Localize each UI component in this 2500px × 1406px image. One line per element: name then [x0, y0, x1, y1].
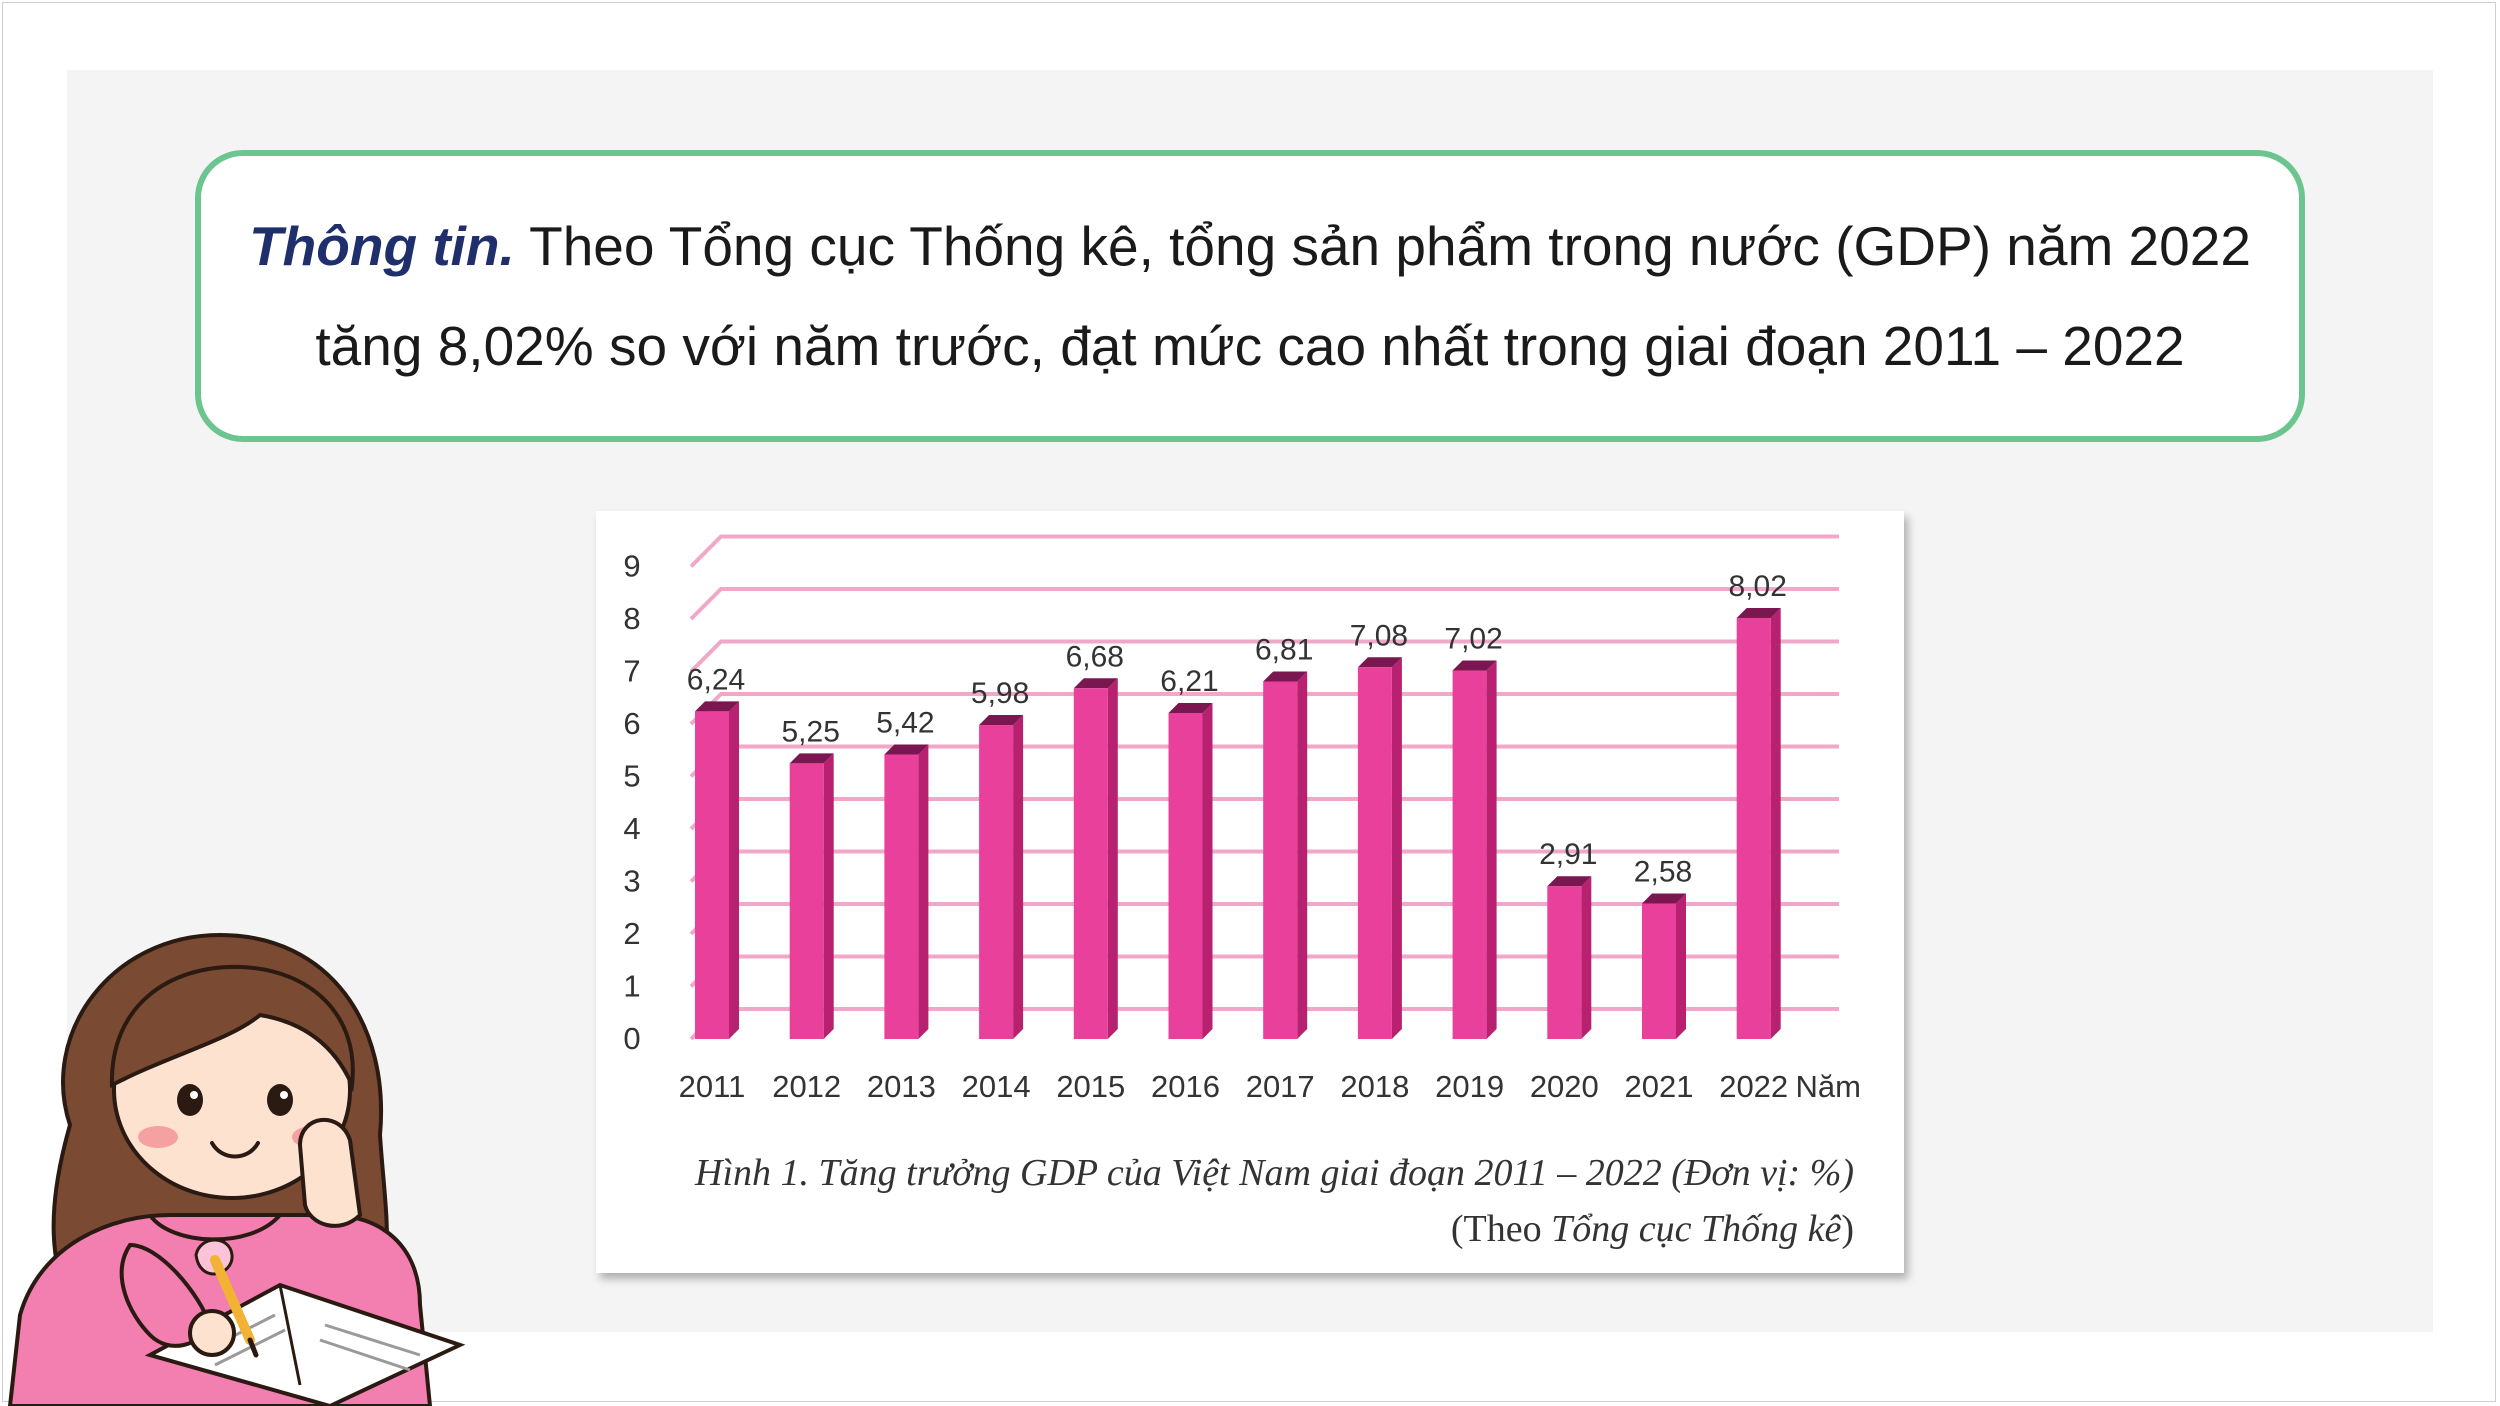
- bar-side: [1770, 607, 1781, 1039]
- bar: [1452, 670, 1487, 1039]
- bar: [979, 725, 1014, 1039]
- bar-value-label: 6,68: [1066, 640, 1124, 673]
- bar-value-label: 2,58: [1634, 856, 1692, 889]
- info-lead: Thông tin.: [249, 215, 515, 277]
- gridline: [689, 639, 1839, 673]
- bar-top: [789, 753, 834, 764]
- x-tick-label: 2020: [1530, 1069, 1599, 1104]
- bar-value-label: 6,24: [687, 663, 745, 696]
- girl-writing-illustration: [7, 932, 466, 1406]
- gridline: [689, 534, 1839, 568]
- x-axis-label: Năm: [1796, 1069, 1861, 1104]
- bar-value-label: 7,02: [1444, 622, 1502, 655]
- gridline: [689, 587, 1839, 621]
- x-tick-label: 2021: [1625, 1069, 1694, 1104]
- bar-side: [1581, 876, 1592, 1039]
- bar-top: [1642, 893, 1686, 904]
- info-box: Thông tin. Theo Tổng cục Thống kê, tổng …: [195, 150, 2305, 442]
- bar-value-label: 5,98: [971, 677, 1029, 710]
- info-line-1: Thông tin. Theo Tổng cục Thống kê, tổng …: [249, 196, 2251, 296]
- bar-value-label: 2,91: [1539, 838, 1597, 871]
- x-tick-label: 2013: [867, 1069, 936, 1104]
- bar-side: [1486, 660, 1497, 1039]
- y-tick-label: 1: [623, 969, 640, 1004]
- y-tick-label: 6: [623, 706, 640, 741]
- bar: [1642, 903, 1676, 1039]
- bar-side: [918, 744, 929, 1039]
- y-tick-label: 9: [623, 549, 640, 584]
- bar-value-label: 6,21: [1160, 665, 1218, 698]
- x-tick-label: 2019: [1435, 1069, 1504, 1104]
- bar: [1073, 688, 1108, 1039]
- bar-top: [1547, 876, 1592, 887]
- x-tick-label: 2012: [772, 1069, 841, 1104]
- x-tick-label: 2017: [1246, 1069, 1315, 1104]
- y-tick-label: 0: [623, 1021, 640, 1056]
- bar-side: [1107, 678, 1118, 1039]
- figure-source: (Theo Tổng cục Thống kê): [596, 1207, 1854, 1251]
- bar: [789, 763, 824, 1039]
- bar-side: [1202, 702, 1213, 1039]
- y-tick-label: 4: [623, 811, 640, 846]
- bar-top: [1452, 660, 1497, 671]
- x-tick-label: 2018: [1340, 1069, 1409, 1104]
- bar-top: [695, 701, 739, 712]
- source-open: (Theo: [1450, 1208, 1552, 1250]
- bar-value-label: 5,42: [876, 706, 934, 739]
- x-tick-label: 2016: [1151, 1069, 1220, 1104]
- x-tick-label: 2022: [1719, 1069, 1788, 1104]
- bar-side: [1676, 893, 1686, 1039]
- bar-top: [1073, 678, 1118, 689]
- bar: [884, 754, 919, 1039]
- bar: [1168, 712, 1203, 1039]
- bar: [695, 711, 729, 1039]
- chart-card: 0 1 2 3 4 5 6 7 8 9 6,24 5,25 5,42 5,98 6,68 6,21 6,81 7…: [596, 511, 1904, 1273]
- bar-value-label: 7,08: [1350, 619, 1408, 652]
- x-tick-label: 2014: [962, 1069, 1031, 1104]
- source-name: Tổng cục Thống kê: [1551, 1208, 1842, 1250]
- bar-side: [823, 753, 834, 1039]
- x-tick-label: 2011: [679, 1069, 746, 1104]
- y-tick-label: 7: [623, 654, 640, 689]
- y-tick-label: 8: [623, 601, 640, 636]
- bar-top: [1168, 702, 1213, 713]
- bar: [1547, 886, 1582, 1039]
- bar: [1736, 617, 1771, 1039]
- bar-value-label: 5,25: [782, 715, 840, 748]
- bar-value-label: 8,02: [1729, 570, 1787, 603]
- gdp-bar-chart: 0 1 2 3 4 5 6 7 8 9 6,24 5,25 5,42 5,98 6,68 6,21 6,81 7…: [623, 534, 1861, 1104]
- info-line-2: tăng 8,02% so với năm trước, đạt mức cao…: [315, 315, 2185, 377]
- x-tick-label: 2015: [1056, 1069, 1125, 1104]
- bar-side: [729, 701, 739, 1039]
- bar-side: [1013, 715, 1024, 1039]
- bar-top: [1736, 607, 1781, 618]
- figure-caption: Hình 1. Tăng trưởng GDP của Việt Nam gia…: [695, 1152, 1854, 1194]
- bar-side: [1297, 671, 1308, 1039]
- bar: [1357, 667, 1392, 1039]
- info-line-1-text: Theo Tổng cục Thống kê, tổng sản phẩm tr…: [514, 215, 2251, 277]
- bar-value-label: 6,81: [1255, 633, 1313, 666]
- bar-top: [1263, 671, 1308, 682]
- y-tick-label: 2: [623, 916, 640, 951]
- source-close: ): [1841, 1208, 1854, 1250]
- y-tick-label: 5: [623, 759, 640, 794]
- bar: [1263, 681, 1298, 1039]
- bar-side: [1391, 657, 1402, 1039]
- bar-top: [979, 715, 1024, 726]
- bar-top: [1357, 657, 1402, 668]
- y-tick-label: 3: [623, 864, 640, 899]
- bar-top: [884, 744, 929, 755]
